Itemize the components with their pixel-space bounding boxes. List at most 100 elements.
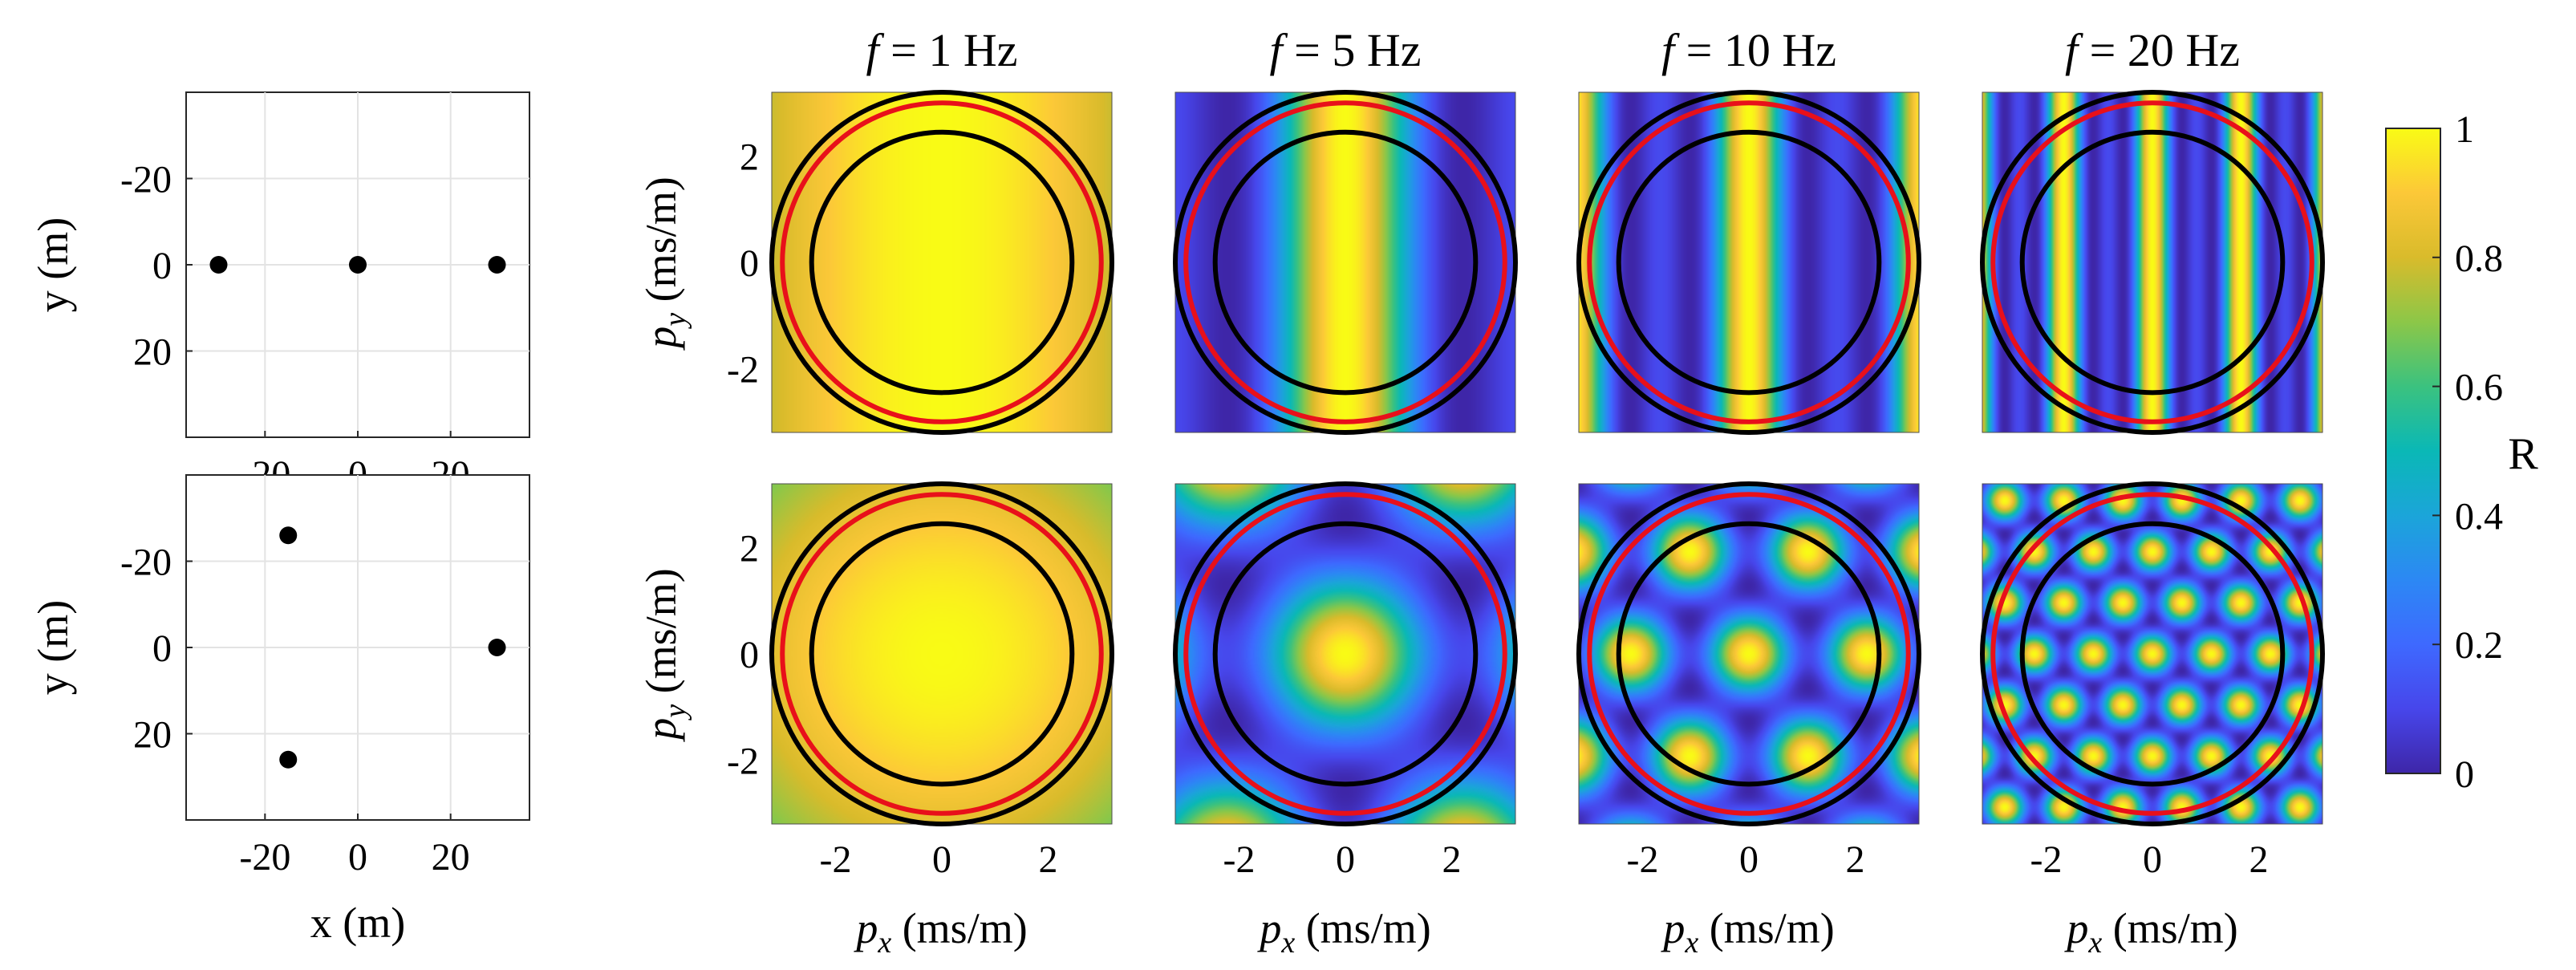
x-tick-label: 0 — [348, 836, 367, 879]
slowness-circle — [780, 100, 1104, 424]
y-tick-label: 20 — [133, 714, 172, 757]
slowness-circle — [1980, 481, 2325, 826]
colorbar-tick-label: 0.2 — [2455, 624, 2503, 667]
x-tick-label: -2 — [1223, 838, 1256, 881]
x-tick-label: 0 — [1739, 838, 1759, 881]
slowness-circle — [2019, 521, 2286, 787]
label-units: = 10 Hz — [1674, 24, 1836, 76]
sensor-point — [279, 750, 298, 769]
slowness-circle — [780, 492, 1104, 816]
label-variable: p — [2063, 904, 2088, 952]
colorbar-tick-label: 0 — [2455, 753, 2474, 796]
slowness-circle — [1980, 90, 2325, 435]
x-tick-label: 20 — [432, 836, 470, 879]
slowness-circle — [1183, 492, 1507, 816]
x-axis-label: px (ms/m) — [2063, 904, 2237, 960]
colorbar-label: R — [2508, 429, 2538, 479]
slowness-circle — [809, 521, 1075, 787]
label-units: (ms/m) — [2102, 904, 2238, 952]
label-units: (ms/m) — [891, 904, 1028, 952]
y-tick-label: 0 — [152, 245, 172, 287]
x-tick-label: 2 — [2249, 838, 2269, 881]
colorbar-ticks: 0 0.2 0.4 0.6 0.8 1 — [2432, 108, 2503, 796]
x-tick-label: 2 — [1442, 838, 1462, 881]
array-triangle-panel: -20 0 20 -20 0 20 y (m) x (m) — [29, 474, 530, 947]
array-triangle-ylabel: y (m) — [29, 600, 77, 695]
label-units: (ms/m) — [1295, 904, 1431, 952]
sensor-point — [349, 256, 367, 274]
label-subscript: x — [1684, 926, 1698, 960]
column-title: f = 20 Hz — [2065, 24, 2240, 76]
colorbar-tick-label: 0.6 — [2455, 367, 2503, 409]
label-variable: p — [1660, 904, 1685, 952]
x-tick-label: -20 — [239, 836, 290, 879]
column-title: f = 10 Hz — [1661, 24, 1836, 76]
slowness-circle — [1212, 129, 1479, 396]
y-tick-label: -20 — [120, 159, 172, 201]
slowness-circle — [1183, 100, 1507, 424]
label-variable: p — [637, 327, 685, 351]
slowness-circle — [1173, 481, 1518, 826]
x-tick-label: 2 — [1846, 838, 1865, 881]
sensor-point — [279, 526, 298, 545]
label-units: (ms/m) — [637, 177, 685, 313]
label-variable: p — [637, 718, 685, 743]
slowness-circle — [809, 129, 1075, 396]
x-tick-label: -2 — [820, 838, 852, 881]
sensor-point — [209, 256, 228, 274]
slowness-circle — [1616, 129, 1882, 396]
sensor-point — [488, 639, 506, 656]
colorbar-tick-label: 1 — [2455, 108, 2474, 151]
label-variable: p — [853, 904, 878, 952]
colorbar: 0 0.2 0.4 0.6 0.8 1 R — [2385, 108, 2538, 796]
x-tick-label: 0 — [2143, 838, 2162, 881]
label-units: (ms/m) — [1698, 904, 1835, 952]
y-tick-label: 0 — [152, 627, 172, 670]
label-subscript: y — [659, 313, 692, 330]
y-tick-label: 2 — [740, 528, 759, 570]
slowness-circle — [1576, 481, 1921, 826]
y-tick-label: 0 — [740, 634, 759, 676]
label-units: (ms/m) — [637, 568, 685, 704]
y-tick-label: -2 — [727, 349, 759, 392]
colorbar-tick-label: 0.4 — [2455, 495, 2503, 538]
label-subscript: x — [877, 926, 891, 960]
x-tick-label: 0 — [932, 838, 951, 881]
array-linear-ylabel: y (m) — [29, 217, 77, 312]
x-axis-label: px (ms/m) — [1660, 904, 1834, 960]
label-subscript: x — [2087, 926, 2102, 960]
label-variable: p — [1256, 904, 1281, 952]
colorbar-gradient — [2385, 128, 2441, 774]
x-tick-label: 0 — [1336, 838, 1355, 881]
x-axis-label: px (ms/m) — [1256, 904, 1430, 960]
column-title: f = 1 Hz — [866, 24, 1018, 76]
slowness-circle — [1587, 492, 1911, 816]
slowness-circle — [1576, 90, 1921, 435]
slowness-circle — [769, 481, 1114, 826]
y-axis-label: py (ms/m) — [637, 568, 692, 742]
slowness-circle — [2019, 129, 2286, 396]
y-tick-label: -20 — [120, 542, 172, 584]
y-tick-label: -2 — [727, 741, 759, 783]
label-subscript: x — [1280, 926, 1295, 960]
label-subscript: y — [659, 704, 692, 721]
y-tick-label: 2 — [740, 136, 759, 179]
label-units: = 20 Hz — [2078, 24, 2240, 76]
y-axis-label: py (ms/m) — [637, 177, 692, 351]
y-tick-label: 0 — [740, 242, 759, 285]
label-units: = 1 Hz — [879, 24, 1018, 76]
array-triangle-plot: -20 0 20 -20 0 20 — [120, 475, 529, 879]
slowness-circle — [1990, 100, 2314, 424]
array-triangle-xlabel: x (m) — [310, 899, 405, 947]
x-tick-label: -2 — [2030, 838, 2063, 881]
slowness-circle — [769, 90, 1114, 435]
sensor-point — [488, 256, 506, 274]
x-tick-label: 2 — [1039, 838, 1058, 881]
slowness-circle — [1616, 521, 1882, 787]
x-tick-label: -2 — [1627, 838, 1659, 881]
colorbar-tick-label: 0.8 — [2455, 237, 2503, 280]
label-units: = 5 Hz — [1283, 24, 1422, 76]
